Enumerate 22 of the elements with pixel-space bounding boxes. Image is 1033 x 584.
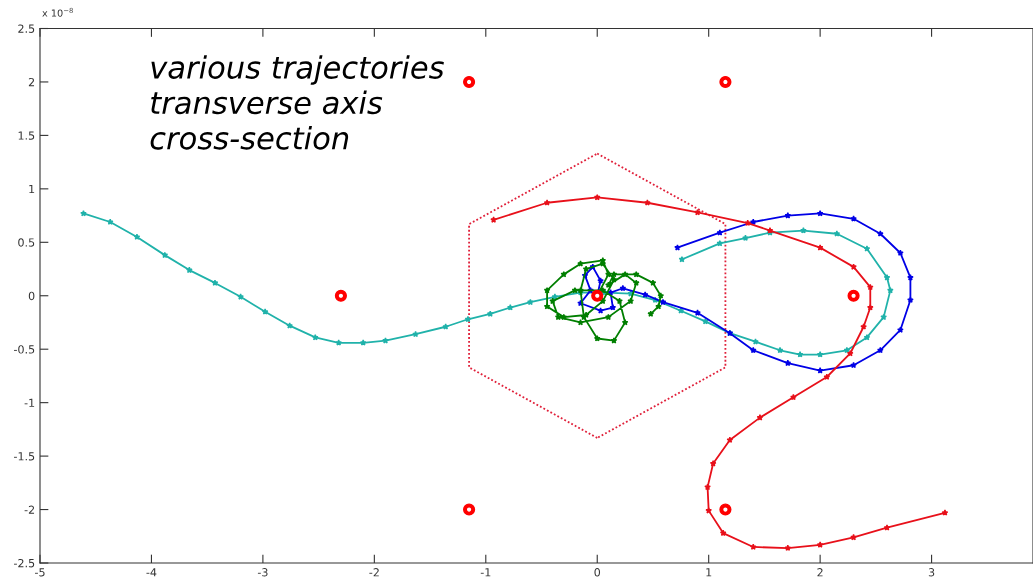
annotation: various trajectories transverse axis cross-section [150, 55, 444, 150]
y-tick-label: 2.5 [18, 24, 35, 33]
text: x 10$^{−8}$ [42, 7, 73, 17]
x-tick-label: -2 [369, 568, 379, 577]
y-tick-label: 1.5 [18, 131, 35, 140]
y-tick-label: 0.5 [18, 238, 35, 247]
x-tick-label: 0 [594, 568, 601, 577]
x-tick-label: -1 [480, 568, 491, 577]
y-tick-label: -1 [24, 398, 35, 407]
y-tick-label: 1 [29, 184, 35, 194]
x-tick-label: 3 [928, 568, 935, 577]
y-tick-label: 2 [28, 77, 35, 87]
y-tick-label: 0 [28, 291, 35, 301]
y-tick-label: -2 [24, 505, 35, 514]
y-tick-label: -1.5 [14, 452, 35, 461]
x-tick-label: 1 [706, 568, 712, 577]
x-tick-label: 2 [817, 568, 823, 577]
y-tick-label: -0.5 [14, 345, 35, 354]
y-tick-label: -2.5 [14, 558, 35, 568]
x-tick-label: -5 [35, 568, 45, 577]
x-tick-label: -4 [146, 568, 157, 577]
x-tick-label: -3 [257, 568, 268, 577]
